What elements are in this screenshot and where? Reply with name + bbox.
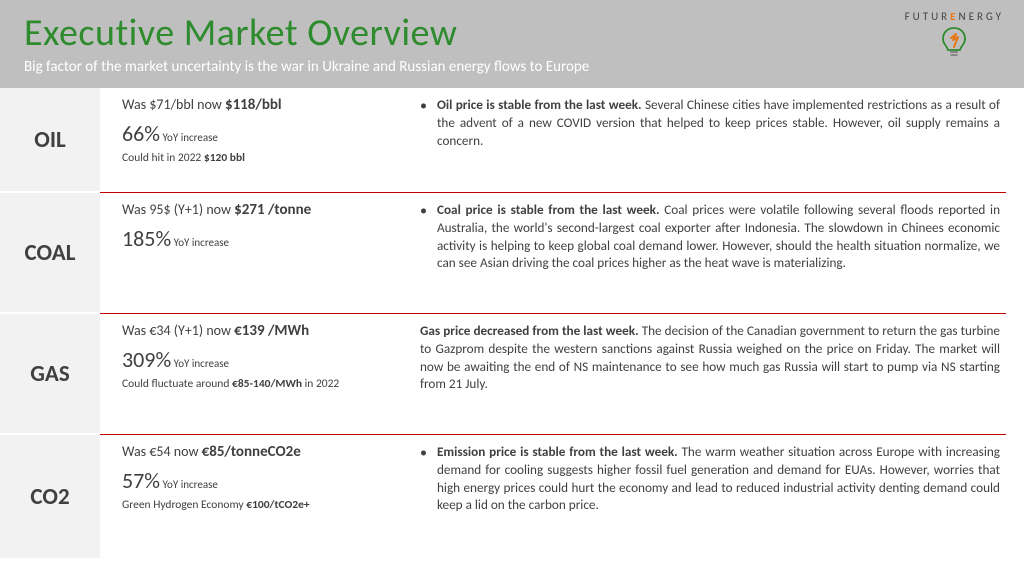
stats-coal: Was 95$ (Y+1) now $271 /tonne 185% YoY i… [100,193,410,313]
bullet-icon: • [420,201,427,220]
row-label-oil: OIL [0,88,100,192]
row-label-co2: CO2 [0,435,100,559]
desc-gas: Gas price decreased from the last week. … [410,314,1006,434]
desc-coal: • Coal price is stable from the last wee… [410,193,1006,313]
stats-gas: Was €34 (Y+1) now €139 /MWh 309% YoY inc… [100,314,410,434]
stats-co2: Was €54 now €85/tonneCO2e 57% YoY increa… [100,435,410,559]
row-label-gas: GAS [0,314,100,434]
bullet-icon: • [420,96,427,115]
stats-oil: Was $71/bbl now $118/bbl 66% YoY increas… [100,88,410,192]
brand-logo: FUTURENERGY [905,10,1004,59]
page-title: Executive Market Overview [24,10,1000,56]
row-label-coal: COAL [0,193,100,313]
header-bar: Executive Market Overview Big factor of … [0,0,1024,88]
content-grid: OIL Was $71/bbl now $118/bbl 66% YoY inc… [0,88,1024,559]
bullet-icon: • [420,443,427,462]
desc-co2: • Emission price is stable from the last… [410,435,1006,559]
desc-oil: • Oil price is stable from the last week… [410,88,1006,192]
page-subtitle: Big factor of the market uncertainty is … [24,58,1000,76]
logo-text: FUTURENERGY [905,10,1004,23]
bulb-icon [937,25,971,59]
